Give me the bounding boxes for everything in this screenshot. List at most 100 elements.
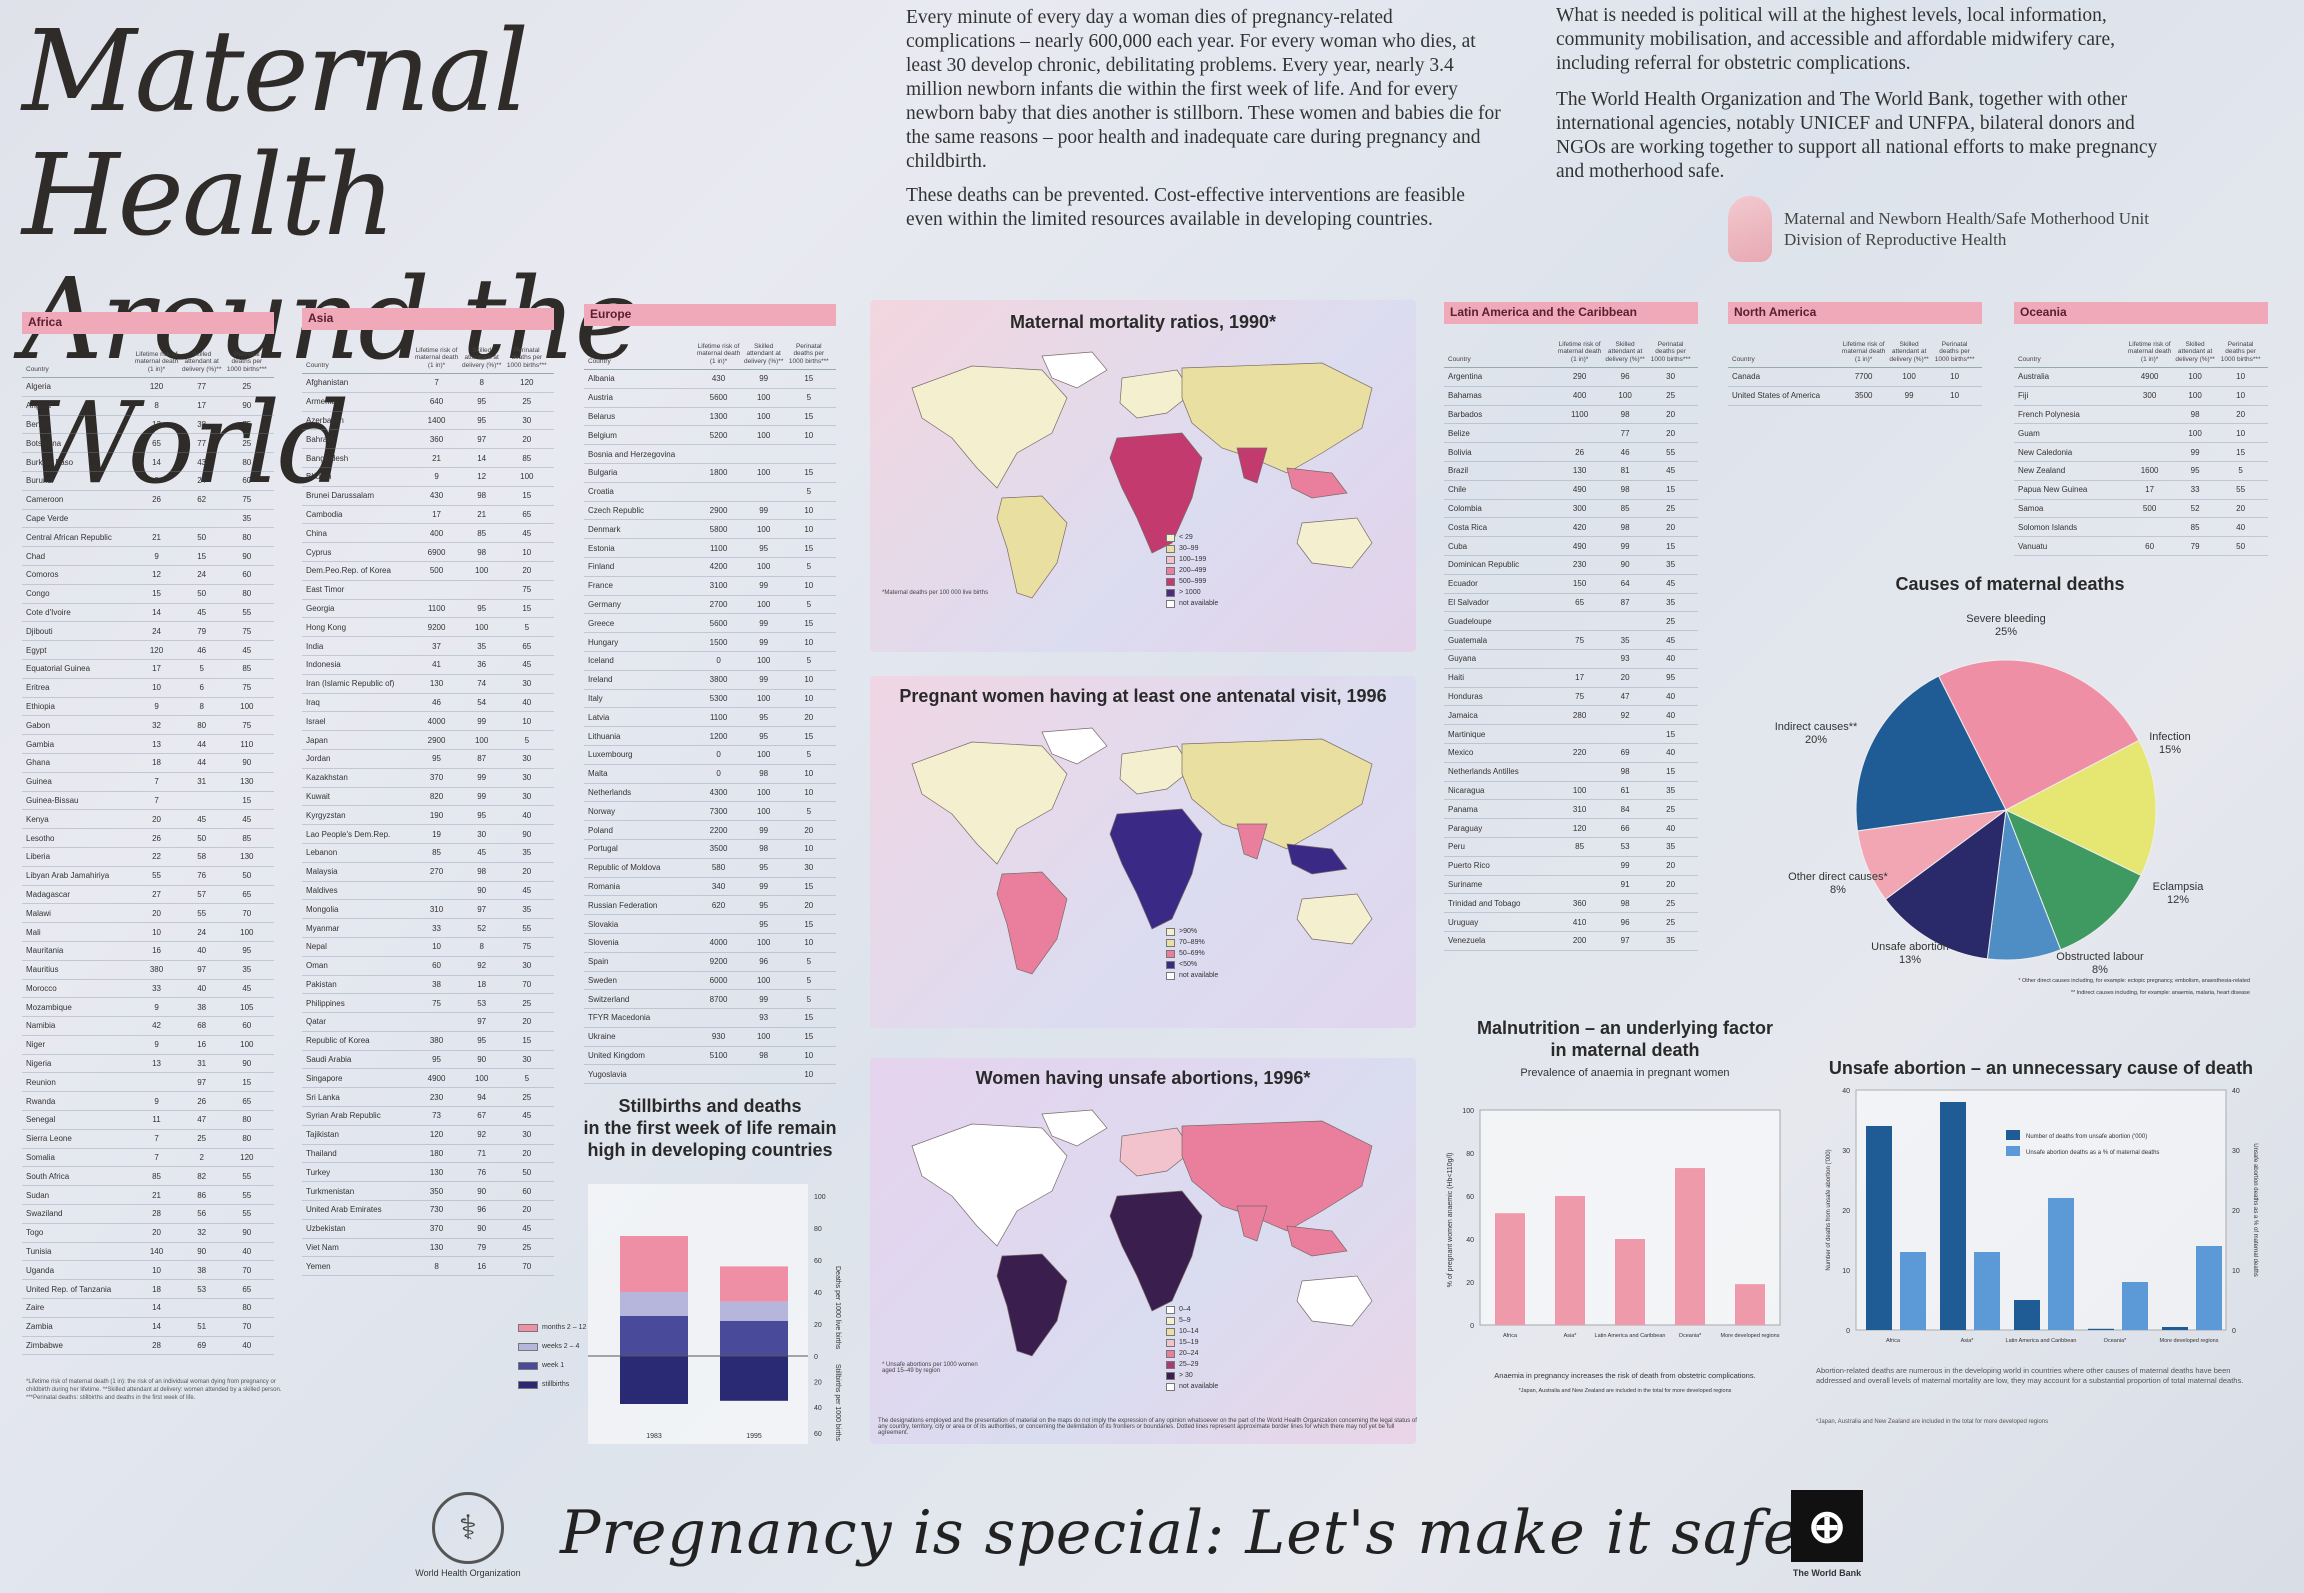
table-cell: 90 bbox=[522, 829, 532, 839]
table-cell: 120 bbox=[149, 382, 164, 392]
column-header: Skilled attendant at delivery (%)** bbox=[1605, 340, 1645, 363]
table-cell: 24 bbox=[197, 927, 207, 937]
table-cell: 65 bbox=[242, 1096, 252, 1106]
table-cell: 75 bbox=[242, 720, 252, 730]
table-row: Viet Nam 130 79 25 bbox=[302, 1239, 554, 1258]
table-cell: 17 bbox=[197, 401, 207, 411]
table-row: India 37 35 65 bbox=[302, 637, 554, 656]
table-row: Belgium 5200 100 10 bbox=[584, 426, 836, 446]
country-name: Kenya bbox=[26, 814, 49, 824]
table-cell: 81 bbox=[1620, 466, 1630, 476]
table-cell: 100 bbox=[2188, 391, 2202, 401]
table-cell: 100 bbox=[520, 472, 534, 482]
table-row: Uzbekistan 370 90 45 bbox=[302, 1220, 554, 1239]
table-cell: 9 bbox=[154, 1002, 159, 1012]
table-row: Brazil 130 81 45 bbox=[1444, 462, 1698, 481]
anaemia-bar bbox=[1675, 1168, 1705, 1325]
table-cell: 93 bbox=[1620, 654, 1630, 664]
intro2-paragraph-1: What is needed is political will at the … bbox=[1556, 5, 2115, 74]
abortion-ylabel-left: Number of deaths from unsafe abortion ('… bbox=[1826, 1149, 1832, 1270]
table-cell: 16 bbox=[477, 1261, 487, 1271]
column-header: Lifetime risk of maternal death (1 in)* bbox=[1841, 340, 1886, 363]
table-cell: 70 bbox=[242, 1265, 252, 1275]
country-name: Rwanda bbox=[26, 1096, 56, 1106]
table-cell: 500 bbox=[429, 566, 444, 576]
map-region-seAsia bbox=[1286, 1225, 1348, 1257]
country-name: Denmark bbox=[588, 524, 621, 534]
country-name: Ukraine bbox=[588, 1032, 616, 1042]
legend-swatch bbox=[1166, 960, 1175, 969]
country-name: Yemen bbox=[306, 1261, 331, 1271]
legend-item: 0–4 bbox=[1166, 1304, 1218, 1315]
table-cell: 64 bbox=[1620, 579, 1630, 589]
table-cell: 90 bbox=[242, 551, 252, 561]
table-cell: 5 bbox=[524, 735, 530, 745]
table-cell: 25 bbox=[1666, 804, 1676, 814]
slogan: Pregnancy is special: Let's make it safe… bbox=[560, 1498, 1820, 1568]
country-name: Iran (Islamic Republic of) bbox=[306, 679, 395, 689]
anaemia-note: *Japan, Australia and New Zealand are in… bbox=[1519, 1388, 1732, 1394]
country-name: Papua New Guinea bbox=[2018, 485, 2088, 495]
table-cell: 90 bbox=[477, 1055, 487, 1065]
country-name: Viet Nam bbox=[306, 1243, 339, 1253]
table-row: Sierra Leone 7 25 80 bbox=[22, 1130, 274, 1149]
legend-swatch bbox=[1166, 1371, 1175, 1380]
table-row: Iceland 0 100 5 bbox=[584, 652, 836, 671]
country-name: Martinique bbox=[1448, 729, 1486, 739]
table-cell: 9 bbox=[154, 701, 159, 711]
table-cell: 96 bbox=[759, 957, 769, 967]
table-cell: 99 bbox=[477, 791, 487, 801]
country-name: Jordan bbox=[306, 754, 331, 764]
map-region-greenland bbox=[1041, 351, 1108, 389]
table-cell: 60 bbox=[432, 961, 441, 971]
table-footnote: *Lifetime risk of maternal death (1 in):… bbox=[26, 1379, 282, 1401]
country-name: Paraguay bbox=[1448, 823, 1483, 833]
table-cell: 22 bbox=[152, 852, 161, 862]
country-name: Cuba bbox=[1448, 541, 1468, 551]
table-cell: 87 bbox=[1620, 597, 1630, 607]
legend-item: 100–199 bbox=[1166, 554, 1218, 565]
table-cell: 14 bbox=[152, 457, 161, 467]
abortion-deaths-chart: Unsafe abortion – an unnecessary cause o… bbox=[1826, 1058, 2258, 1344]
table-cell: 21 bbox=[152, 1190, 161, 1200]
table-cell: 14 bbox=[152, 1303, 161, 1313]
table-row: Tunisia 140 90 40 bbox=[22, 1243, 274, 1262]
country-name: Portugal bbox=[588, 844, 618, 854]
table-row: Martinique 15 bbox=[1444, 725, 1698, 744]
table-cell: 90 bbox=[1620, 560, 1630, 570]
table-row: Guyana 93 40 bbox=[1444, 650, 1698, 669]
legend-swatch bbox=[518, 1380, 538, 1389]
country-name: Latvia bbox=[588, 712, 610, 722]
country-name: Mauritius bbox=[26, 965, 59, 975]
map-footnote: * Unsafe abortions per 1000 women aged 1… bbox=[882, 1362, 978, 1374]
pie-title: Causes of maternal deaths bbox=[1895, 574, 2124, 594]
table-cell: 1200 bbox=[709, 731, 728, 741]
country-name: Nigeria bbox=[26, 1059, 52, 1069]
table-cell: 9200 bbox=[427, 622, 446, 632]
country-name: Japan bbox=[306, 735, 328, 745]
table-cell: 33 bbox=[2190, 485, 2200, 495]
table-cell: 18 bbox=[152, 758, 161, 768]
table-row: Guam 100 10 bbox=[2014, 424, 2268, 444]
table-cell: 95 bbox=[477, 810, 487, 820]
table-cell: 99 bbox=[759, 374, 769, 384]
table-cell: 360 bbox=[1572, 898, 1587, 908]
country-name: Bangladesh bbox=[306, 453, 349, 463]
country-name: Guinea bbox=[26, 777, 52, 787]
table-cell: 99 bbox=[759, 618, 769, 628]
country-name: Guyana bbox=[1448, 654, 1477, 664]
table-cell: 85 bbox=[152, 1171, 161, 1181]
country-name: Uruguay bbox=[1448, 917, 1479, 927]
table-cell: 8 bbox=[199, 701, 204, 711]
table-cell: 10 bbox=[804, 675, 814, 685]
table-cell: 92 bbox=[477, 1130, 487, 1140]
table-row: Georgia 1100 95 15 bbox=[302, 600, 554, 619]
abortion-bar bbox=[1866, 1126, 1892, 1330]
table-cell: 35 bbox=[1666, 560, 1676, 570]
legend-label: 500–999 bbox=[1179, 578, 1207, 585]
legend-swatch bbox=[1166, 1382, 1175, 1391]
table-cell: 98 bbox=[759, 769, 769, 779]
country-name: Philippines bbox=[306, 998, 345, 1008]
table-cell: 98 bbox=[1620, 485, 1630, 495]
table-cell: 1400 bbox=[427, 415, 446, 425]
